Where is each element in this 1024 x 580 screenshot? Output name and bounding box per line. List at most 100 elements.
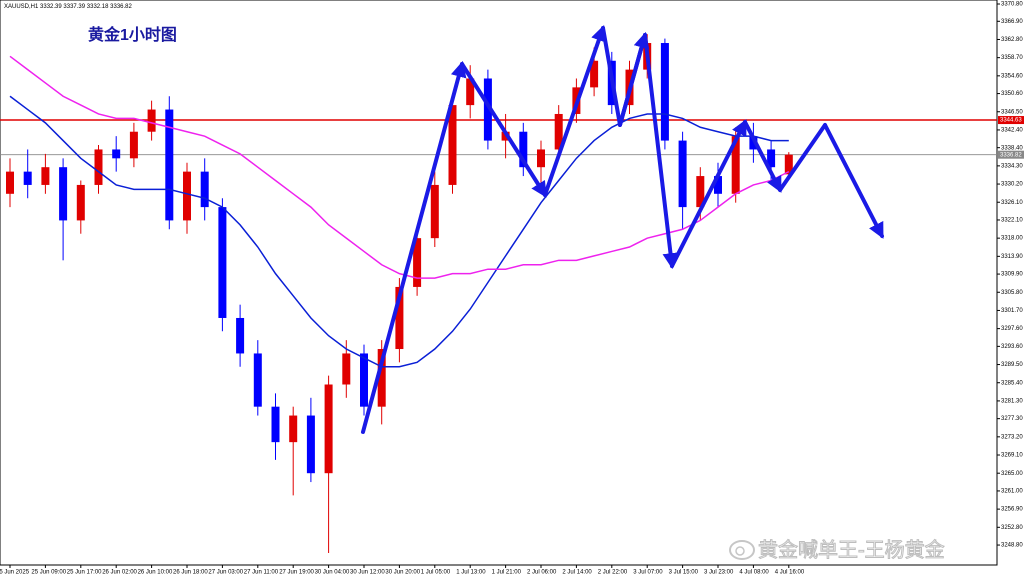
last-close: 3336.82 bbox=[110, 4, 132, 10]
candle-body bbox=[306, 415, 315, 474]
y-tick-label: 3252.80 bbox=[1001, 525, 1023, 531]
candle-body bbox=[218, 207, 227, 318]
candle-body bbox=[324, 384, 333, 474]
candle-body bbox=[360, 353, 368, 407]
candle-body bbox=[94, 149, 103, 185]
y-tick-label: 3261.00 bbox=[1001, 489, 1023, 495]
price-level-tag bbox=[998, 116, 1024, 125]
y-tick-label: 3330.20 bbox=[1001, 182, 1023, 188]
chart-title: 黄金1小时图 bbox=[88, 25, 177, 44]
x-tick-label: 25 Jun 09:00 bbox=[31, 570, 66, 576]
last-open: 3332.39 bbox=[40, 4, 62, 10]
y-tick-label: 3362.80 bbox=[1001, 37, 1023, 43]
y-tick-label: 3301.70 bbox=[1001, 308, 1023, 314]
y-tick-label: 3285.40 bbox=[1001, 380, 1023, 386]
x-tick-label: 30 Jun 20:00 bbox=[385, 570, 420, 576]
x-tick-label: 1 Jul 05:00 bbox=[421, 570, 451, 576]
watermark-text: 黄金喊单王-王杨黄金 bbox=[758, 538, 945, 561]
y-tick-label: 3342.40 bbox=[1001, 128, 1023, 134]
candle-body bbox=[749, 136, 758, 150]
moving-average bbox=[9, 55, 790, 279]
candle-body bbox=[678, 140, 687, 208]
candle-body bbox=[129, 131, 138, 159]
candle-body bbox=[590, 60, 599, 88]
x-tick-label: 26 Jun 10:00 bbox=[138, 570, 173, 576]
candle-body bbox=[731, 136, 740, 194]
y-tick-label: 3256.90 bbox=[1001, 507, 1023, 513]
candle-body bbox=[271, 406, 280, 443]
x-tick-label: 27 Jun 19:00 bbox=[279, 570, 314, 576]
candle-body bbox=[483, 78, 492, 141]
y-tick-label: 3293.60 bbox=[1001, 344, 1023, 350]
y-tick-label: 3338.40 bbox=[1001, 145, 1023, 151]
price-level-label: 3344.63 bbox=[1000, 118, 1022, 124]
x-tick-label: 1 Jul 21:00 bbox=[492, 570, 522, 576]
candle-body bbox=[236, 317, 245, 354]
y-tick-label: 3354.60 bbox=[1001, 73, 1023, 79]
x-tick-label: 27 Jun 03:00 bbox=[208, 570, 243, 576]
last-high: 3337.39 bbox=[63, 4, 85, 10]
x-tick-label: 2 Jul 22:00 bbox=[598, 570, 628, 576]
y-tick-label: 3370.80 bbox=[1001, 2, 1023, 8]
candle-body bbox=[660, 43, 669, 141]
candle-body bbox=[448, 105, 457, 185]
x-tick-label: 3 Jul 07:00 bbox=[633, 570, 663, 576]
candle-body bbox=[714, 176, 722, 194]
candle-body bbox=[466, 78, 475, 106]
candle-body bbox=[112, 149, 121, 159]
hand-drawn-arrows bbox=[361, 24, 884, 434]
x-tick-label: 26 Jun 18:00 bbox=[173, 570, 208, 576]
moving-average bbox=[9, 95, 789, 368]
candle-body bbox=[23, 171, 32, 185]
y-tick-label: 3350.60 bbox=[1001, 91, 1023, 97]
candle-body bbox=[784, 154, 793, 175]
y-tick-label: 3358.70 bbox=[1001, 55, 1023, 61]
x-tick-label: 2 Jul 06:00 bbox=[527, 570, 557, 576]
candle-body bbox=[59, 167, 68, 221]
candle-body bbox=[413, 238, 422, 287]
y-tick-label: 3277.30 bbox=[1001, 416, 1023, 422]
x-tick-label: 26 Jun 02:00 bbox=[102, 570, 137, 576]
candle-body bbox=[253, 353, 262, 407]
y-tick-label: 3265.00 bbox=[1001, 471, 1023, 477]
candle-body bbox=[430, 184, 439, 239]
y-tick-label: 3326.10 bbox=[1001, 200, 1023, 206]
candle-body bbox=[377, 349, 386, 407]
y-tick-label: 3318.00 bbox=[1001, 236, 1023, 242]
candle-body bbox=[41, 167, 50, 185]
candle-body bbox=[696, 176, 705, 208]
y-tick-label: 3366.90 bbox=[1001, 19, 1023, 25]
y-tick-label: 3346.50 bbox=[1001, 109, 1023, 115]
y-tick-label: 3309.90 bbox=[1001, 272, 1023, 278]
symbol: XAUUSD,H1 bbox=[4, 4, 39, 10]
y-tick-label: 3313.90 bbox=[1001, 254, 1023, 260]
price-level-tag bbox=[998, 150, 1024, 159]
y-tick-label: 3248.80 bbox=[1001, 543, 1023, 549]
candle-body bbox=[289, 415, 298, 443]
candle-body bbox=[554, 113, 563, 150]
candle-body bbox=[342, 353, 351, 385]
y-tick-label: 3297.60 bbox=[1001, 326, 1023, 332]
candle-body bbox=[165, 109, 174, 221]
candle-body bbox=[519, 131, 528, 168]
x-tick-label: 1 Jul 13:00 bbox=[456, 570, 486, 576]
x-tick-label: 3 Jul 23:00 bbox=[704, 570, 734, 576]
y-tick-label: 3281.30 bbox=[1001, 398, 1023, 404]
last-low: 3332.18 bbox=[87, 4, 109, 10]
x-tick-label: 4 Jul 16:00 bbox=[775, 570, 805, 576]
y-tick-label: 3269.10 bbox=[1001, 453, 1023, 459]
candle-body bbox=[183, 171, 191, 221]
y-tick-label: 3334.30 bbox=[1001, 163, 1023, 169]
plot-frame bbox=[0, 0, 998, 566]
x-tick-label: 25 Jun 17:00 bbox=[67, 570, 102, 576]
candle-body bbox=[6, 171, 14, 194]
candle-body bbox=[76, 184, 85, 221]
y-tick-label: 3289.50 bbox=[1001, 362, 1023, 368]
candle-body bbox=[200, 171, 209, 208]
candle-body bbox=[147, 109, 156, 132]
watermark: 黄金喊单王-王杨黄金 bbox=[729, 538, 945, 562]
candle-body bbox=[395, 286, 404, 350]
x-tick-label: 30 Jun 12:00 bbox=[350, 570, 385, 576]
